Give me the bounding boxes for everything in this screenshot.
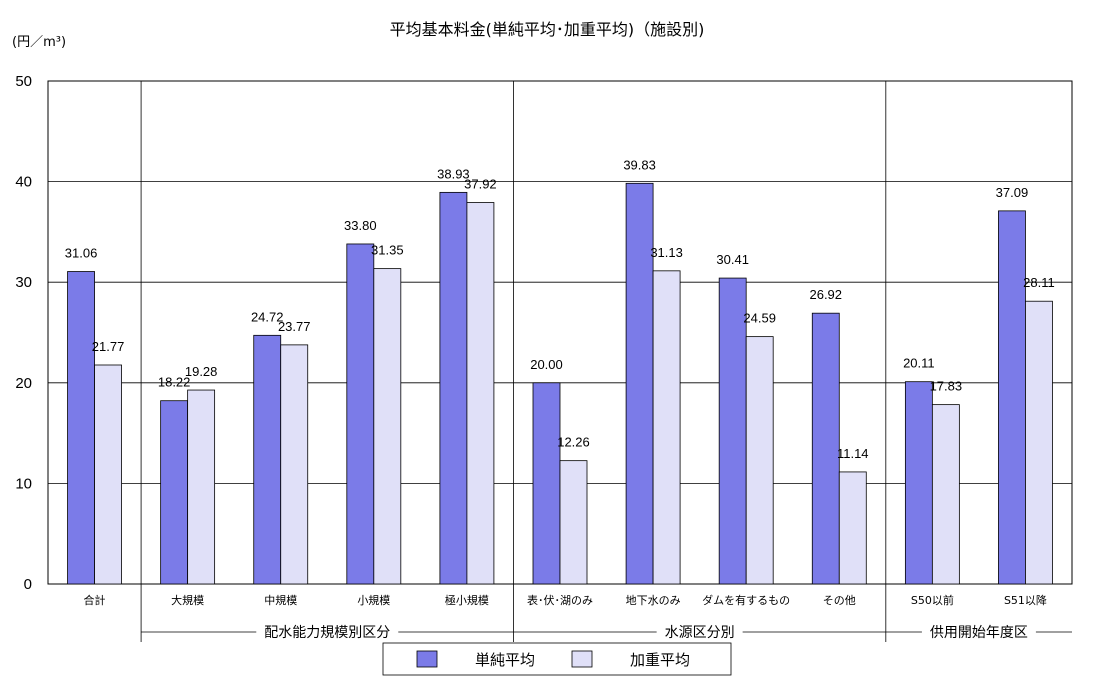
x-tick-label: S51以降 <box>1004 593 1047 607</box>
x-tick-label: その他 <box>823 594 856 607</box>
y-tick-label: 50 <box>15 73 32 90</box>
bar <box>1025 300 1053 585</box>
data-label: 37.09 <box>996 185 1029 200</box>
group-label-background <box>256 623 399 641</box>
y-tick-label: 10 <box>15 475 32 492</box>
legend-swatch <box>416 650 438 668</box>
data-label: 28.11 <box>1023 275 1055 290</box>
data-label: 31.13 <box>650 245 683 260</box>
bar <box>187 389 216 585</box>
x-tick-label: 合計 <box>84 593 106 607</box>
data-label: 37.92 <box>464 177 497 192</box>
data-label: 17.83 <box>930 379 963 394</box>
y-tick-label: 30 <box>15 274 32 291</box>
legend-swatch <box>571 650 593 668</box>
x-tick-label: 表･伏･湖のみ <box>527 593 593 607</box>
y-tick-label: 0 <box>24 576 32 593</box>
data-label: 24.59 <box>743 311 776 326</box>
group-label-background <box>921 623 1036 641</box>
data-label: 31.35 <box>371 243 404 258</box>
data-label: 33.80 <box>344 218 377 233</box>
data-label: 30.41 <box>716 252 749 267</box>
bar <box>998 210 1026 585</box>
bar <box>652 270 681 585</box>
data-label: 19.28 <box>185 364 218 379</box>
bar <box>466 202 495 585</box>
chart-title: 平均基本料金(単純平均･加重平均)（施設別) <box>390 20 705 39</box>
bar <box>745 336 774 585</box>
bar <box>253 334 282 585</box>
data-label: 24.72 <box>251 309 284 324</box>
bar <box>160 400 189 585</box>
legend-box <box>382 642 732 676</box>
y-unit-label: (円／m³) <box>12 35 66 50</box>
bar <box>94 364 122 585</box>
data-label: 20.00 <box>530 357 563 372</box>
group-label-background <box>656 623 743 641</box>
data-label: 26.92 <box>809 287 842 302</box>
bar <box>904 381 933 585</box>
data-label: 12.26 <box>557 435 590 450</box>
x-tick-label: 小規模 <box>357 593 390 607</box>
x-tick-label: 中規模 <box>264 593 297 607</box>
data-label: 11.14 <box>837 446 869 461</box>
bar <box>373 268 402 585</box>
data-label: 20.11 <box>903 356 935 371</box>
group-label: 水源区分別 <box>665 625 735 641</box>
data-label: 38.93 <box>437 166 470 181</box>
legend-label: 加重平均 <box>630 651 690 669</box>
group-label: 供用開始年度区 <box>930 625 1028 641</box>
bar <box>346 243 375 585</box>
x-tick-label: 地下水のみ <box>626 594 681 607</box>
x-tick-label: ダムを有するもの <box>702 593 790 607</box>
data-label: 31.06 <box>65 246 98 261</box>
group-label: 配水能力規模別区分 <box>264 625 390 641</box>
bar <box>718 277 747 585</box>
bar <box>625 182 654 585</box>
data-label: 18.22 <box>158 375 191 390</box>
legend-label: 単純平均 <box>475 651 535 669</box>
bar <box>280 344 309 585</box>
x-tick-label: 極小規模 <box>445 593 489 607</box>
data-label: 21.77 <box>92 339 125 354</box>
bar <box>67 271 95 585</box>
bar <box>811 312 840 585</box>
x-tick-label: S50以前 <box>911 593 954 607</box>
bar <box>838 471 867 585</box>
x-tick-label: 大規模 <box>171 593 204 607</box>
y-tick-label: 40 <box>15 174 32 191</box>
bar <box>532 382 561 585</box>
bar <box>931 404 960 585</box>
data-label: 23.77 <box>278 319 311 334</box>
bar <box>439 191 468 585</box>
bar <box>559 460 588 585</box>
y-tick-label: 20 <box>15 375 32 392</box>
data-label: 39.83 <box>623 157 656 172</box>
